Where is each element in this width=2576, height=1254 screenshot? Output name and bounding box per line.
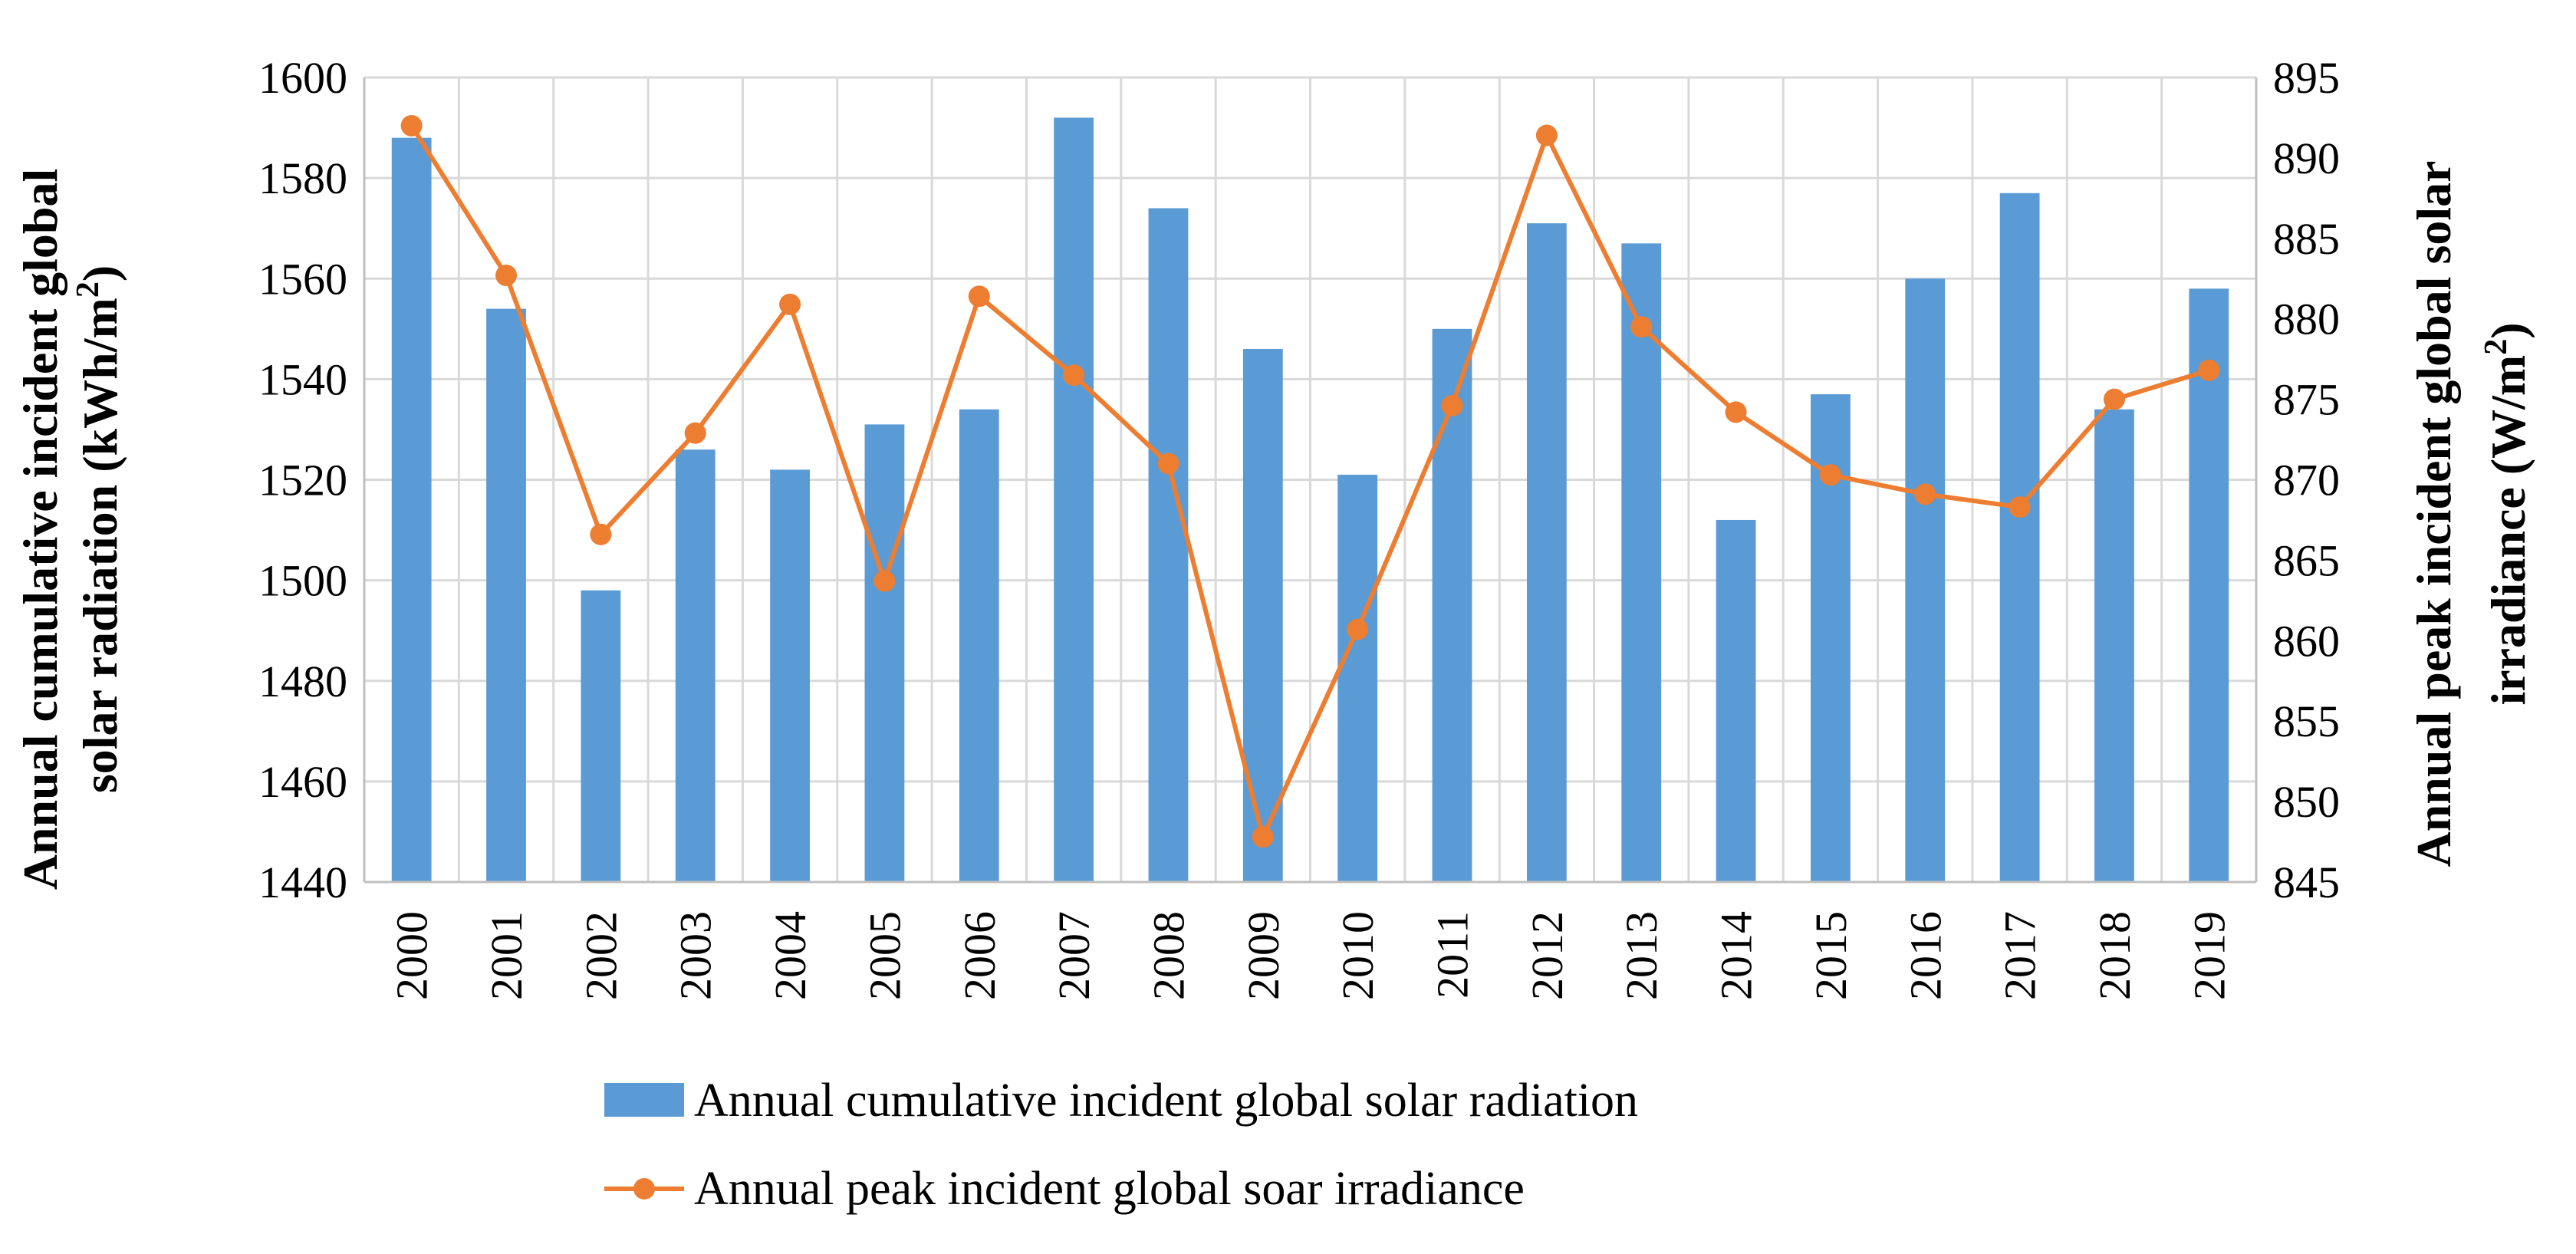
legend-item-line: Annual peak incident global soar irradia… — [604, 1163, 1525, 1215]
x-tick-label: 2019 — [2184, 911, 2234, 1000]
bar-2001 — [486, 308, 526, 882]
y-left-tick-label: 1580 — [258, 153, 347, 203]
x-tick-label: 2008 — [1143, 911, 1193, 1000]
bar-2006 — [959, 409, 999, 882]
point-2012 — [1535, 124, 1558, 146]
x-tick-label: 2001 — [482, 911, 531, 1000]
bar-2005 — [864, 424, 905, 882]
y-left-axis-title: Annual cumulative incident global — [13, 169, 67, 890]
x-tick-label: 2010 — [1333, 911, 1383, 1000]
bar-2002 — [581, 590, 621, 882]
y-left-tick-label: 1480 — [258, 657, 347, 706]
point-2001 — [495, 265, 518, 287]
bar-2013 — [1621, 243, 1662, 882]
x-tick-label: 2014 — [1712, 911, 1762, 1000]
y-right-tick-label: 875 — [2273, 375, 2340, 425]
x-tick-label: 2004 — [765, 911, 815, 1000]
x-tick-label: 2011 — [1428, 911, 1478, 999]
bar-2003 — [675, 449, 716, 882]
y-left-tick-label: 1460 — [258, 757, 347, 807]
bar-2017 — [1999, 193, 2040, 882]
legend-bar-swatch — [604, 1083, 684, 1117]
point-2011 — [1441, 394, 1463, 416]
bar-2014 — [1716, 519, 1756, 882]
y-left-title-line1: Annual cumulative incident global — [13, 169, 67, 890]
point-2000 — [400, 114, 423, 137]
x-tick-label: 2015 — [1806, 911, 1856, 1000]
y-right-tick-label: 865 — [2273, 535, 2340, 585]
y-right-tick-label: 860 — [2273, 616, 2340, 666]
point-2004 — [779, 293, 801, 315]
point-2008 — [1157, 453, 1179, 475]
bar-2008 — [1148, 208, 1189, 882]
y-right-title-line1: Annual peak incident global solar — [2407, 160, 2461, 867]
bar-2016 — [1905, 278, 1946, 882]
legend: Annual cumulative incident global solar … — [604, 1075, 1638, 1215]
point-2002 — [590, 523, 612, 545]
point-2003 — [684, 422, 706, 444]
point-2007 — [1063, 364, 1085, 387]
point-2018 — [2103, 388, 2125, 410]
point-2014 — [1725, 401, 1747, 423]
x-tick-label: 2017 — [1995, 911, 2045, 1000]
x-tick-label: 2009 — [1239, 911, 1288, 1000]
bar-2004 — [770, 469, 810, 882]
x-tick-label: 2012 — [1522, 911, 1572, 1000]
y-left-tick-label: 1520 — [258, 456, 347, 505]
point-2006 — [968, 285, 990, 308]
x-tick-label: 2003 — [671, 911, 721, 1000]
point-2013 — [1630, 316, 1653, 338]
x-tick-label: 2002 — [576, 911, 626, 1000]
legend-bar-label: Annual cumulative incident global solar … — [694, 1075, 1638, 1127]
irradiance-line — [410, 124, 2210, 840]
legend-line-label: Annual peak incident global soar irradia… — [694, 1163, 1525, 1215]
bar-2010 — [1337, 474, 1378, 882]
bar-2018 — [2094, 409, 2134, 882]
y-right-tick-label: 885 — [2273, 214, 2340, 264]
y-right-axis-title: Annual peak incident global solar — [2407, 160, 2461, 867]
point-2009 — [1252, 826, 1274, 848]
y-right-tick-label: 895 — [2273, 53, 2340, 103]
y-right-tick-label: 870 — [2273, 456, 2340, 505]
x-tick-label: 2013 — [1617, 911, 1666, 1000]
point-2016 — [1914, 483, 1936, 505]
bar-2012 — [1526, 223, 1567, 883]
bar-2019 — [2189, 288, 2229, 882]
x-tick-label: 2000 — [387, 911, 437, 1000]
point-2019 — [2198, 359, 2220, 381]
bar-series — [391, 117, 2229, 883]
bar-2000 — [391, 137, 432, 883]
y-left-tick-label: 1600 — [258, 53, 347, 103]
point-2010 — [1347, 618, 1369, 640]
bar-2007 — [1054, 117, 1094, 882]
point-2015 — [1819, 464, 1841, 486]
y-right-axis-title-line2: irradiance (W/m2) — [2479, 322, 2535, 705]
x-tick-label: 2016 — [1900, 911, 1950, 1000]
y-left-tick-label: 1540 — [258, 354, 347, 404]
y-left-axis-title-line2: solar radiation (kWh/m2) — [71, 265, 127, 793]
axes: 1440 1460 1480 1500 1520 1540 1560 1580 1600 845 8… — [258, 53, 2340, 1000]
y-right-tick-label: 890 — [2273, 133, 2340, 183]
x-tick-label: 2005 — [860, 911, 910, 1000]
point-2005 — [873, 570, 896, 592]
x-tick-label: 2018 — [2090, 911, 2140, 1000]
y-left-tick-label: 1440 — [258, 857, 347, 907]
legend-line-marker — [633, 1178, 655, 1200]
y-right-tick-label: 855 — [2273, 696, 2340, 746]
y-right-tick-label: 850 — [2273, 777, 2340, 827]
y-left-tick-label: 1500 — [258, 556, 347, 606]
x-tick-label: 2007 — [1049, 911, 1099, 1000]
y-right-tick-label: 845 — [2273, 857, 2340, 907]
point-2017 — [2008, 496, 2031, 518]
x-tick-label: 2006 — [955, 911, 1005, 1000]
y-left-tick-label: 1560 — [258, 254, 347, 304]
legend-item-bar: Annual cumulative incident global solar … — [604, 1075, 1638, 1127]
bar-2011 — [1432, 328, 1472, 882]
y-right-tick-label: 880 — [2273, 295, 2340, 344]
line-series — [400, 114, 2220, 848]
grid — [363, 76, 2258, 884]
